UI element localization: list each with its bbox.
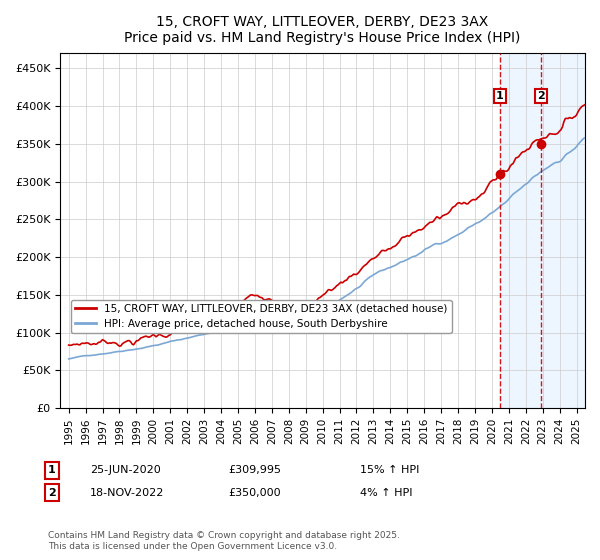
Bar <box>500 53 585 408</box>
Text: 2: 2 <box>48 488 56 498</box>
Legend: 15, CROFT WAY, LITTLEOVER, DERBY, DE23 3AX (detached house), HPI: Average price,: 15, CROFT WAY, LITTLEOVER, DERBY, DE23 3… <box>71 300 452 333</box>
Text: 15% ↑ HPI: 15% ↑ HPI <box>360 465 419 475</box>
Text: 1: 1 <box>48 465 56 475</box>
Text: 18-NOV-2022: 18-NOV-2022 <box>90 488 164 498</box>
Text: Contains HM Land Registry data © Crown copyright and database right 2025.
This d: Contains HM Land Registry data © Crown c… <box>48 531 400 551</box>
Text: 2: 2 <box>537 91 545 101</box>
Text: 4% ↑ HPI: 4% ↑ HPI <box>360 488 413 498</box>
Title: 15, CROFT WAY, LITTLEOVER, DERBY, DE23 3AX
Price paid vs. HM Land Registry's Hou: 15, CROFT WAY, LITTLEOVER, DERBY, DE23 3… <box>124 15 521 45</box>
Text: £350,000: £350,000 <box>228 488 281 498</box>
Text: £309,995: £309,995 <box>228 465 281 475</box>
Text: 25-JUN-2020: 25-JUN-2020 <box>90 465 161 475</box>
Text: 1: 1 <box>496 91 504 101</box>
